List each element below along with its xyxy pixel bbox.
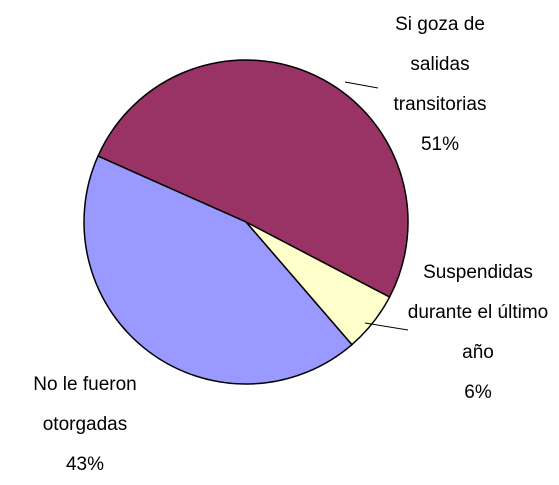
- page: {"chart_data": {"type": "pie", "categori…: [33, 5, 550, 475]
- pie: [83, 59, 409, 385]
- category-label: No le fueron otorgadas: [33, 374, 137, 435]
- value-label: 43%: [65, 454, 105, 475]
- leader-line: [344, 81, 379, 89]
- pie-slice: [83, 155, 353, 385]
- value-label: 51%: [420, 134, 460, 155]
- value-label: 6%: [464, 382, 492, 403]
- slice-label: Suspendidas durante el último año 6%: [406, 253, 550, 413]
- category-label: Suspendidas durante el último año: [407, 262, 549, 363]
- leader-line: [364, 322, 409, 331]
- chart: [83, 59, 409, 385]
- slice-label: Si goza de salidas transitorias 51%: [375, 5, 505, 165]
- slice-label: No le fueron otorgadas 43%: [10, 365, 160, 485]
- category-label: Si goza de salidas transitorias: [393, 14, 487, 115]
- pie-slice: [97, 59, 409, 299]
